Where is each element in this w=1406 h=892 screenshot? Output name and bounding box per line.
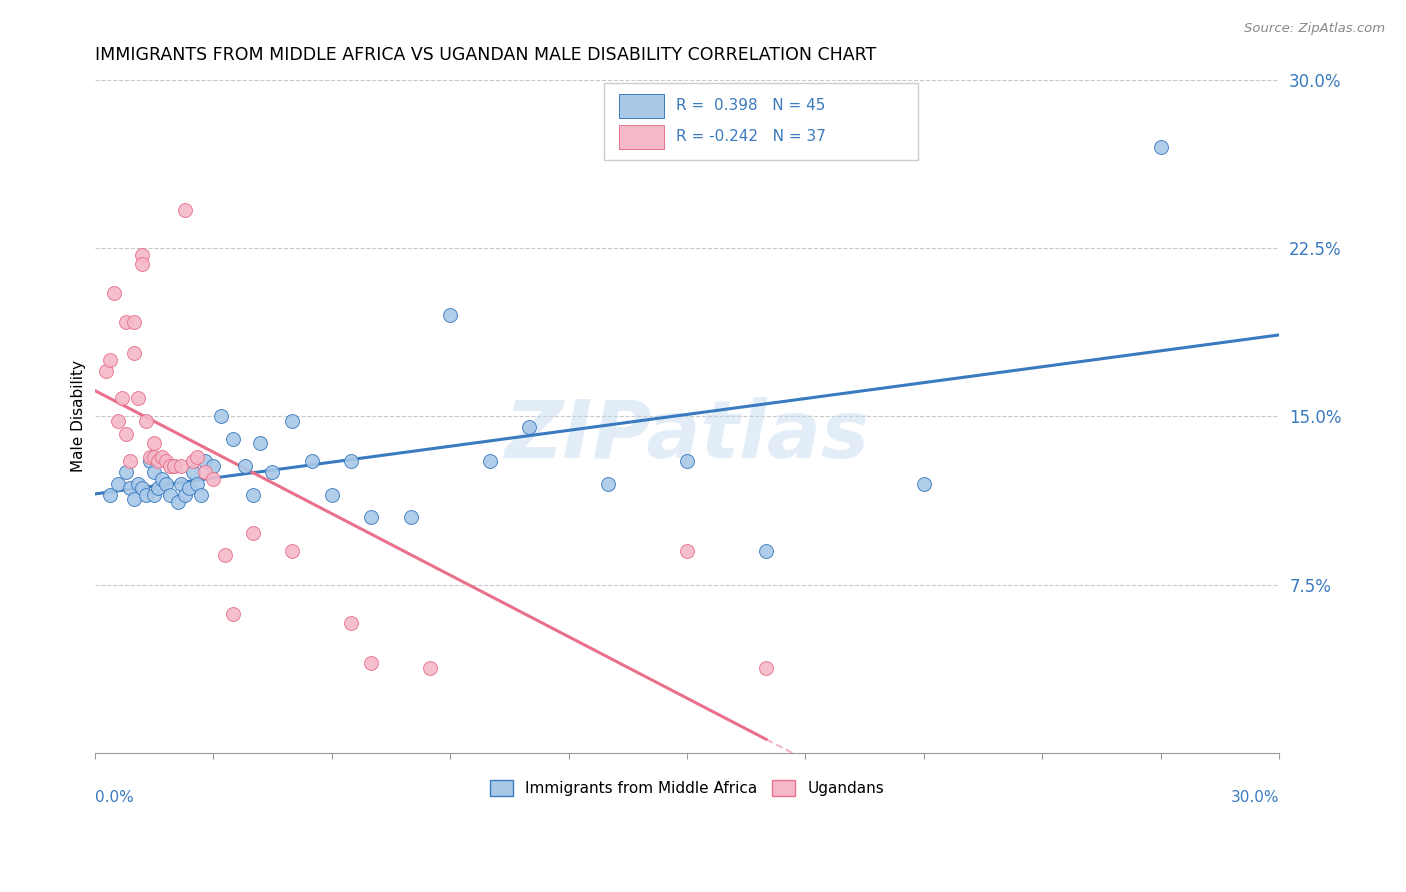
Point bbox=[131, 248, 153, 262]
Point bbox=[186, 476, 208, 491]
Point bbox=[131, 481, 153, 495]
Point bbox=[340, 615, 363, 630]
Point bbox=[142, 450, 165, 464]
FancyBboxPatch shape bbox=[605, 83, 918, 161]
Point bbox=[115, 466, 138, 480]
Text: R =  0.398   N = 45: R = 0.398 N = 45 bbox=[676, 98, 825, 113]
Point bbox=[139, 454, 162, 468]
Point bbox=[122, 346, 145, 360]
Point bbox=[96, 364, 118, 378]
Point bbox=[122, 492, 145, 507]
Point bbox=[676, 454, 699, 468]
Point bbox=[103, 285, 125, 300]
Point bbox=[1150, 140, 1173, 154]
Point bbox=[159, 488, 181, 502]
Point bbox=[142, 488, 165, 502]
Point bbox=[202, 472, 225, 486]
Point bbox=[194, 466, 217, 480]
Point bbox=[233, 458, 256, 473]
FancyBboxPatch shape bbox=[620, 94, 665, 118]
Point bbox=[755, 544, 778, 558]
Text: ZIPatlas: ZIPatlas bbox=[505, 398, 869, 475]
Point bbox=[155, 476, 177, 491]
Point bbox=[214, 549, 236, 563]
Point bbox=[242, 488, 264, 502]
Point bbox=[162, 458, 184, 473]
Point bbox=[135, 488, 157, 502]
Point bbox=[142, 466, 165, 480]
Point bbox=[122, 315, 145, 329]
Point bbox=[478, 454, 501, 468]
Point bbox=[209, 409, 232, 424]
Point bbox=[115, 427, 138, 442]
Point bbox=[202, 458, 225, 473]
Point bbox=[194, 454, 217, 468]
Point bbox=[174, 488, 197, 502]
Point bbox=[139, 450, 162, 464]
Point bbox=[419, 660, 441, 674]
Text: IMMIGRANTS FROM MIDDLE AFRICA VS UGANDAN MALE DISABILITY CORRELATION CHART: IMMIGRANTS FROM MIDDLE AFRICA VS UGANDAN… bbox=[94, 46, 876, 64]
Point bbox=[439, 308, 461, 322]
Point bbox=[142, 436, 165, 450]
Point bbox=[120, 454, 142, 468]
Text: R = -0.242   N = 37: R = -0.242 N = 37 bbox=[676, 129, 827, 145]
Point bbox=[340, 454, 363, 468]
Text: 30.0%: 30.0% bbox=[1230, 790, 1279, 805]
Point bbox=[281, 544, 304, 558]
Point bbox=[120, 481, 142, 495]
Point bbox=[146, 481, 169, 495]
Point bbox=[107, 476, 129, 491]
Point bbox=[146, 454, 169, 468]
Point bbox=[100, 488, 122, 502]
Point bbox=[127, 392, 149, 406]
Point bbox=[155, 454, 177, 468]
Point bbox=[399, 510, 422, 524]
Point bbox=[190, 488, 212, 502]
Point bbox=[181, 454, 204, 468]
Point bbox=[131, 257, 153, 271]
Point bbox=[111, 392, 134, 406]
Point bbox=[170, 458, 193, 473]
Point bbox=[912, 476, 935, 491]
Point bbox=[166, 494, 188, 508]
Point bbox=[222, 432, 245, 446]
Point bbox=[360, 510, 382, 524]
Point bbox=[281, 414, 304, 428]
Point bbox=[107, 414, 129, 428]
Point bbox=[301, 454, 323, 468]
Point bbox=[150, 450, 173, 464]
Point bbox=[676, 544, 699, 558]
Point bbox=[242, 525, 264, 540]
Point bbox=[186, 450, 208, 464]
Point bbox=[135, 414, 157, 428]
Point bbox=[162, 458, 184, 473]
Point bbox=[170, 476, 193, 491]
Point bbox=[174, 202, 197, 217]
Point bbox=[755, 660, 778, 674]
Y-axis label: Male Disability: Male Disability bbox=[72, 360, 86, 472]
Point bbox=[150, 472, 173, 486]
Point bbox=[321, 488, 343, 502]
Text: Source: ZipAtlas.com: Source: ZipAtlas.com bbox=[1244, 22, 1385, 36]
Legend: Immigrants from Middle Africa, Ugandans: Immigrants from Middle Africa, Ugandans bbox=[484, 774, 890, 803]
Point bbox=[181, 466, 204, 480]
Point bbox=[179, 481, 201, 495]
Point bbox=[360, 656, 382, 670]
Text: 0.0%: 0.0% bbox=[94, 790, 134, 805]
Point bbox=[115, 315, 138, 329]
Point bbox=[222, 607, 245, 621]
Point bbox=[596, 476, 619, 491]
Point bbox=[517, 420, 540, 434]
Point bbox=[249, 436, 271, 450]
Point bbox=[100, 353, 122, 368]
Point bbox=[127, 476, 149, 491]
FancyBboxPatch shape bbox=[620, 125, 665, 149]
Point bbox=[262, 466, 284, 480]
Point bbox=[159, 458, 181, 473]
